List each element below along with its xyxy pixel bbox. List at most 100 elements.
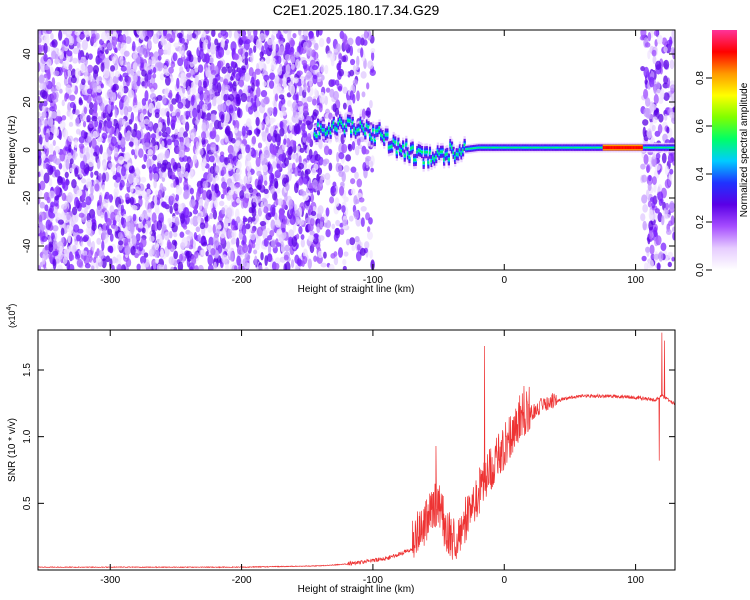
noise-cell <box>313 163 319 171</box>
noise-cell <box>132 104 139 113</box>
noise-cell <box>265 30 270 36</box>
noise-cell <box>661 152 667 164</box>
noise-cell <box>648 230 653 241</box>
noise-cell <box>158 131 162 137</box>
noise-cell <box>129 196 135 205</box>
noise-cell <box>309 187 314 194</box>
noise-cell <box>182 86 186 94</box>
noise-cell <box>48 190 55 199</box>
noise-cell <box>231 137 236 144</box>
noise-cell <box>214 74 221 81</box>
noise-cell <box>76 234 81 242</box>
noise-cell <box>126 230 132 239</box>
noise-cell <box>270 219 276 231</box>
noise-cell <box>141 44 147 56</box>
noise-cell <box>273 129 278 138</box>
noise-cell <box>46 58 52 67</box>
noise-cell <box>154 144 159 151</box>
noise-cell <box>367 60 374 70</box>
noise-cell <box>170 61 176 68</box>
noise-cell <box>325 207 330 217</box>
noise-cell <box>103 68 110 79</box>
noise-cell <box>284 157 289 167</box>
noise-cell <box>194 30 201 36</box>
noise-cell <box>185 250 192 258</box>
noise-cell <box>85 52 89 60</box>
noise-cell <box>75 109 80 116</box>
noise-cell <box>119 75 124 82</box>
noise-cell <box>284 192 288 202</box>
y-tick-label: 0 <box>22 147 33 153</box>
noise-cell <box>212 224 216 234</box>
noise-cell <box>178 115 184 121</box>
noise-cell <box>180 50 186 58</box>
noise-cell <box>227 81 233 93</box>
noise-cell <box>269 229 275 237</box>
noise-cell <box>652 152 656 160</box>
noise-cell <box>655 235 662 246</box>
noise-cell <box>184 98 191 109</box>
noise-cell <box>53 70 60 77</box>
noise-cell <box>185 142 191 148</box>
noise-cell <box>44 132 50 143</box>
noise-cell <box>265 116 270 125</box>
noise-cell <box>200 34 205 43</box>
noise-cell <box>38 61 41 73</box>
noise-cell <box>282 215 288 225</box>
noise-cell <box>108 162 113 168</box>
noise-cell <box>255 39 261 50</box>
noise-cell <box>153 173 159 181</box>
noise-cell <box>343 251 349 257</box>
noise-cell <box>141 97 147 106</box>
noise-cell <box>370 167 375 173</box>
noise-cell <box>263 149 270 159</box>
noise-cell <box>270 173 274 183</box>
noise-cell <box>247 171 252 178</box>
noise-cell <box>118 155 125 165</box>
noise-cell <box>207 264 214 270</box>
noise-cell <box>303 82 307 93</box>
noise-cell <box>309 230 315 236</box>
noise-cell <box>95 257 102 263</box>
noise-cell <box>356 244 361 251</box>
noise-cell <box>653 86 657 94</box>
noise-cell <box>228 30 232 39</box>
noise-cell <box>166 115 171 127</box>
noise-cell <box>55 185 60 196</box>
noise-cell <box>265 212 272 221</box>
noise-cell <box>160 248 164 257</box>
noise-cell <box>657 124 663 134</box>
noise-cell <box>135 167 140 175</box>
noise-cell <box>325 229 331 238</box>
noise-cell <box>106 119 113 129</box>
signal-cell <box>386 133 389 136</box>
noise-cell <box>653 251 659 262</box>
noise-cell <box>144 132 151 143</box>
noise-cell <box>72 244 77 252</box>
noise-cell <box>658 198 663 207</box>
noise-cell <box>107 42 113 50</box>
noise-cell <box>206 189 212 200</box>
noise-cell <box>74 68 81 79</box>
noise-cell <box>299 147 305 153</box>
colorbar-tick-label: 0.4 <box>695 167 706 181</box>
noise-cell <box>320 64 325 74</box>
noise-cell <box>234 127 238 134</box>
noise-cell <box>158 152 165 160</box>
noise-cell <box>242 197 249 209</box>
noise-cell <box>60 203 68 210</box>
noise-cell <box>238 79 245 87</box>
noise-cell <box>306 71 313 79</box>
noise-cell <box>155 31 160 40</box>
noise-cell <box>183 146 190 153</box>
noise-cell <box>156 101 162 109</box>
noise-cell <box>67 35 75 46</box>
noise-cell <box>242 215 247 223</box>
noise-cell <box>42 253 46 265</box>
noise-cell <box>141 227 146 234</box>
noise-cell <box>87 159 95 167</box>
noise-cell <box>226 241 231 250</box>
noise-cell <box>243 84 249 92</box>
noise-cell <box>105 32 110 41</box>
noise-cell <box>84 263 91 269</box>
